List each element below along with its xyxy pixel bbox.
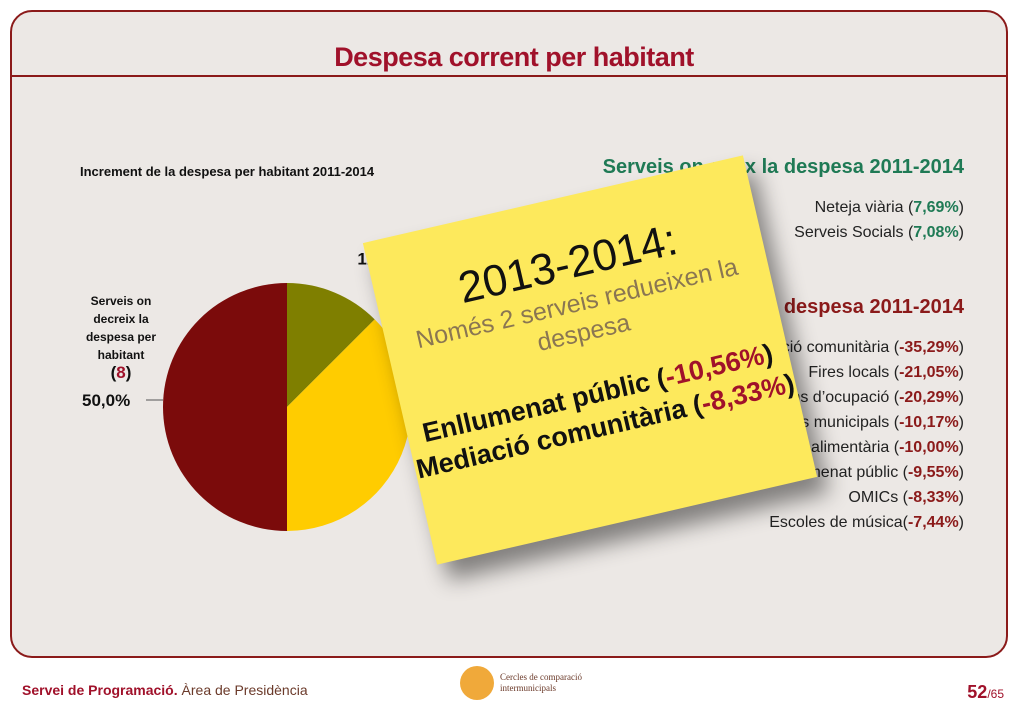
list-item: Plans d’ocupació (-20,29%) <box>579 385 964 410</box>
item-close: ) <box>958 199 964 216</box>
item-close: ) <box>958 489 964 506</box>
item-value: -21,05% <box>899 364 959 381</box>
list-item: Serveis Socials (7,08%) <box>603 220 964 245</box>
logo-line: intermunicipals <box>500 683 556 693</box>
category-label: Serveis on decreix la despesa per habitant <box>86 294 156 362</box>
item-label: Escoles de música( <box>769 514 908 531</box>
item-close: ) <box>958 224 964 241</box>
chart-title: Increment de la despesa per habitant 201… <box>80 164 375 179</box>
item-close: ) <box>958 439 964 456</box>
item-value: -35,29% <box>899 339 959 356</box>
label-line: despesa per <box>86 330 156 344</box>
title-rule <box>12 75 1006 77</box>
item-value: -9,55% <box>907 464 959 481</box>
count-part: ( <box>111 363 117 382</box>
count-part: ) <box>126 363 132 382</box>
logo-icon <box>460 666 494 700</box>
slice-value-label: 50,0% <box>82 391 130 410</box>
logo-line: Cercles de comparació <box>500 672 582 682</box>
item-label: OMICs ( <box>848 489 908 506</box>
item-label: Fires locals ( <box>808 364 900 381</box>
list-item: OMICs (-8,33%) <box>579 485 964 510</box>
item-close: ) <box>958 414 964 431</box>
item-value: -8,33% <box>907 489 959 506</box>
item-value: -7,44% <box>907 514 959 531</box>
footer-left: Servei de Programació. Àrea de Presidènc… <box>22 682 308 698</box>
item-label: Neteja viària ( <box>814 199 914 216</box>
list-item: Escoles de música(-7,44%) <box>579 510 964 535</box>
item-close: ) <box>958 464 964 481</box>
footer-area: Àrea de Presidència <box>177 682 308 698</box>
slide-title: Despesa corrent per habitant <box>334 42 694 72</box>
item-value: 7,08% <box>913 224 959 241</box>
item-label: Plans d’ocupació ( <box>768 389 900 406</box>
item-label: Serveis Socials ( <box>794 224 914 241</box>
logo-text: Cercles de comparació intermunicipals <box>500 672 582 694</box>
list-item: Neteja viària (7,69%) <box>603 195 964 220</box>
item-close: ) <box>958 514 964 531</box>
label-line: decreix la <box>93 312 149 326</box>
item-value: -10,17% <box>899 414 959 431</box>
page-number: 52/65 <box>967 682 1004 703</box>
item-close: ) <box>958 389 964 406</box>
item-close: ) <box>958 364 964 381</box>
pie-slice <box>163 283 287 531</box>
pie-slice <box>287 319 411 531</box>
pie-slice <box>287 283 375 407</box>
label-line: habitant <box>98 348 145 362</box>
page-total: /65 <box>987 687 1004 701</box>
label-line: Serveis on <box>91 294 152 308</box>
footer-unit: Servei de Programació. <box>22 682 178 698</box>
item-value: -20,29% <box>899 389 959 406</box>
count-label: (8) <box>111 363 132 382</box>
item-value: -10,00% <box>899 439 959 456</box>
page-current: 52 <box>967 682 988 702</box>
list-item: Fires locals (-21,05%) <box>579 360 964 385</box>
item-value: 7,69% <box>913 199 959 216</box>
count-part: 8 <box>116 363 125 382</box>
item-close: ) <box>958 339 964 356</box>
